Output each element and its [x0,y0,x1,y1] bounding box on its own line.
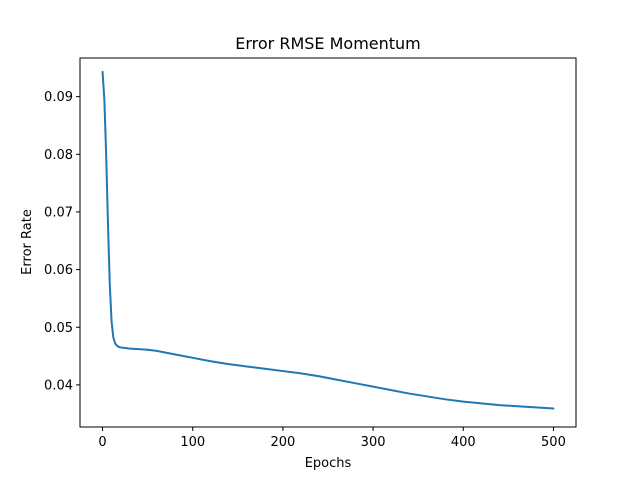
x-tick-label: 300 [361,435,386,450]
y-axis: 0.04 0.05 0.06 0.07 0.08 0.09 [44,90,80,393]
x-tick-label: 100 [180,435,205,450]
plot-frame [79,57,577,428]
y-tick-label: 0.09 [44,90,73,105]
y-axis-label: Error Rate [20,209,35,275]
y-tick-label: 0.04 [44,378,73,393]
series-line-0 [101,70,555,410]
x-axis-label: Epochs [305,456,352,471]
y-tick-label: 0.08 [44,148,73,163]
x-tick-label: 0 [98,435,106,450]
y-tick-label: 0.06 [44,263,73,278]
x-axis: 0 100 200 300 400 500 [98,427,566,450]
x-tick-label: 200 [270,435,295,450]
x-tick-label: 500 [541,435,566,450]
x-tick-label: 400 [451,435,476,450]
y-tick-label: 0.07 [44,205,73,220]
y-tick-label: 0.05 [44,321,73,336]
plot-area [101,70,555,410]
chart-title: Error RMSE Momentum [235,34,421,53]
